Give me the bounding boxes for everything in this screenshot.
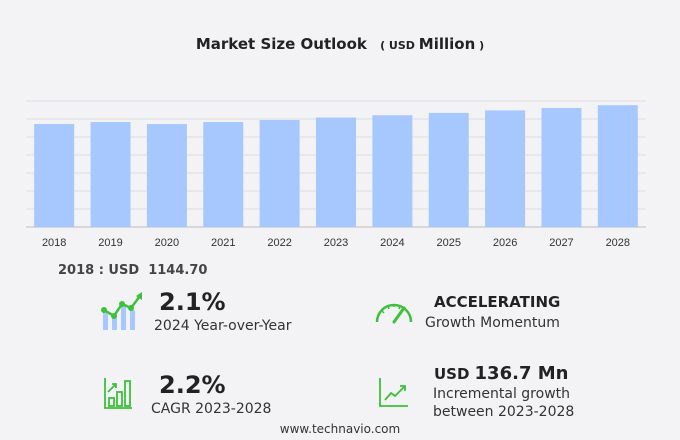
trend-line-icon [379, 378, 408, 407]
bar-2024 [372, 115, 413, 227]
bar-2026 [485, 110, 526, 227]
incremental-amount: 136.7 Mn [474, 363, 569, 384]
x-tick-label: 2020 [155, 237, 179, 249]
bar-2019 [90, 122, 131, 227]
momentum-label: Growth Momentum [425, 315, 560, 331]
cagr-label: CAGR 2023-2028 [151, 401, 272, 417]
bar-2025 [428, 112, 469, 227]
footer-url: www.technavio.com [279, 422, 401, 436]
unit-suffix: ) [479, 39, 485, 52]
incremental-label-1: Incremental growth [433, 386, 571, 402]
title-unit: ( USD Million ) [380, 35, 485, 53]
bar-chart: 2018 2019 2020 2021 2022 2023 2024 2025 2026 2027… [26, 100, 646, 249]
x-tick-label: 2018 [42, 237, 66, 249]
x-tick-label: 2025 [436, 237, 460, 249]
x-tick-label: 2019 [98, 237, 122, 249]
x-tick-label: 2026 [493, 237, 517, 249]
x-tick-label: 2023 [324, 237, 348, 249]
incremental-label-2: between 2023-2028 [433, 404, 575, 420]
bar-2023 [316, 117, 356, 227]
x-tick-label: 2028 [606, 237, 630, 249]
x-tick-label: 2022 [267, 237, 291, 249]
x-tick-label: 2027 [549, 237, 573, 249]
yoy-label: 2024 Year-over-Year [154, 318, 292, 334]
growth-chart-icon [101, 292, 142, 330]
unit-word: Million [418, 35, 476, 53]
unit-prefix: ( USD [380, 39, 415, 52]
base-year-value: 2018 : USD 1144.70 [58, 263, 208, 278]
incremental-prefix: USD [434, 365, 470, 383]
yoy-value: 2.1% [159, 288, 226, 316]
cagr-value: 2.2% [159, 371, 226, 399]
bar-2018 [34, 123, 75, 227]
bar-2022 [259, 119, 300, 227]
bar-2027 [541, 107, 582, 227]
bar-2020 [146, 124, 187, 227]
momentum-value: ACCELERATING [434, 293, 561, 311]
bar-2028 [597, 105, 638, 227]
x-tick-label: 2021 [211, 237, 235, 249]
bar-growth-icon [104, 378, 132, 409]
chart-title: Market Size Outlook ( USD Million ) [0, 35, 680, 53]
bar-2021 [203, 122, 244, 227]
incremental-value: USD 136.7 Mn [434, 363, 568, 384]
title-main: Market Size Outlook [195, 35, 367, 53]
x-tick-label: 2024 [380, 237, 404, 249]
speedometer-icon [375, 303, 413, 324]
